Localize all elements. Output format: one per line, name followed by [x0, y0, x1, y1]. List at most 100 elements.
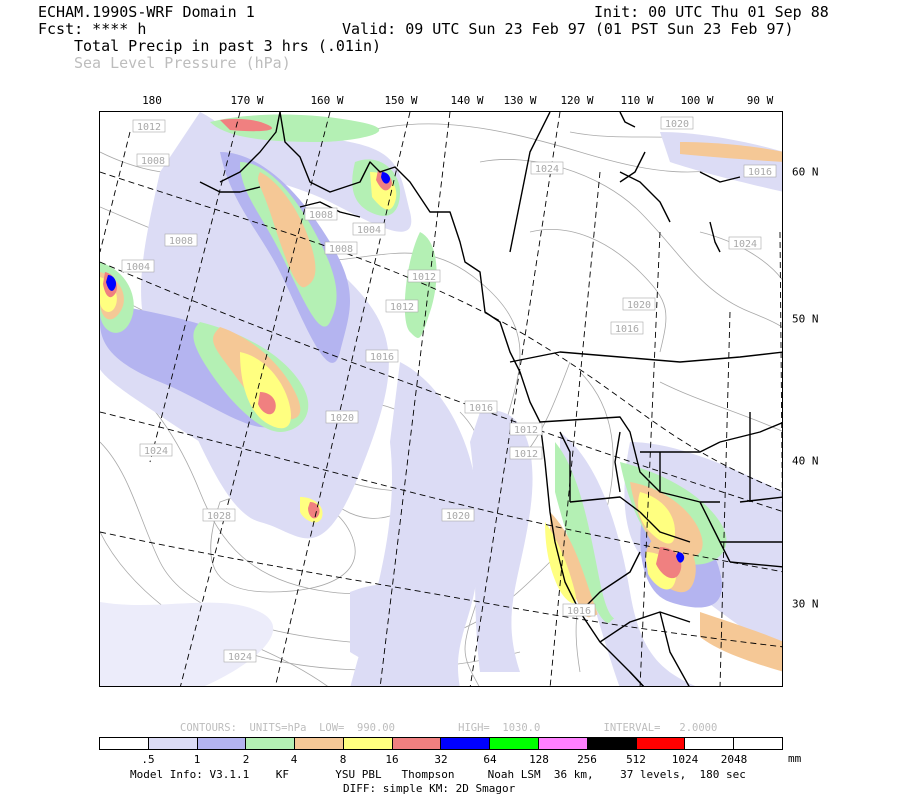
coastlines [199, 112, 782, 686]
legend-swatch [295, 738, 344, 749]
pressure-label-text: 1024 [733, 239, 757, 250]
legend-swatch [246, 738, 296, 749]
pressure-label: 1024 [530, 161, 564, 175]
pressure-label: 1008 [304, 207, 338, 221]
lon-label: 100 W [680, 94, 714, 107]
pressure-label: 1024 [728, 236, 762, 250]
pressure-label: 1016 [562, 603, 596, 617]
legend-tick: 2 [242, 753, 250, 766]
pressure-label-text: 1024 [228, 652, 252, 663]
pressure-label: 1012 [509, 422, 543, 436]
pressure-label: 1012 [407, 269, 441, 283]
lat-label: 60 N [792, 165, 819, 179]
legend-swatch [685, 738, 735, 749]
pressure-label: 1020 [622, 297, 656, 311]
diff-info: DIFF: simple KM: 2D Smagor [343, 782, 516, 795]
legend-tick: .5 [141, 753, 155, 766]
pressure-label: 1024 [223, 649, 257, 663]
lon-label: 130 W [503, 94, 537, 107]
legend-tick: 64 [483, 753, 497, 766]
legend-swatch [100, 738, 149, 749]
pressure-label-text: 1012 [514, 425, 538, 436]
lon-label: 160 W [310, 94, 344, 107]
lon-label: 140 W [450, 94, 484, 107]
lon-label: 120 W [560, 94, 594, 107]
pressure-label-text: 1016 [469, 403, 493, 414]
legend-swatch [441, 738, 491, 749]
pressure-label-text: 1012 [412, 272, 436, 283]
pressure-label-text: 1016 [615, 324, 639, 335]
overlay-title: Sea Level Pressure (hPa) [74, 54, 291, 72]
pressure-label-text: 1012 [137, 122, 161, 133]
legend-tick: 512 [626, 753, 646, 766]
pressure-label: 1016 [743, 164, 777, 178]
legend-units: mm [788, 752, 802, 765]
pressure-label-text: 1024 [535, 164, 559, 175]
legend-swatch [587, 738, 637, 749]
pressure-label-text: 1020 [627, 300, 651, 311]
pressure-label: 1012 [385, 299, 419, 313]
lon-label: 90 W [746, 94, 774, 107]
field-title: Total Precip in past 3 hrs (.01in) [74, 37, 382, 55]
pressure-label-text: 1012 [514, 449, 538, 460]
pressure-label-text: 1016 [748, 167, 772, 178]
pressure-label-text: 1020 [446, 511, 470, 522]
pressure-label: 1016 [365, 349, 399, 363]
pressure-label: 1012 [509, 446, 543, 460]
init-time: Init: 00 UTC Thu 01 Sep 88 [594, 3, 829, 21]
pressure-label-text: 1028 [207, 511, 231, 522]
pressure-label-text: 1024 [144, 446, 168, 457]
lon-label: 150 W [384, 94, 418, 107]
legend-tick: 16 [385, 753, 399, 766]
legend-swatch [392, 738, 442, 749]
legend-swatch [734, 738, 782, 749]
precip-map: 1012 1008 1008 1004 1008 1004 1008 1012 … [100, 112, 782, 686]
lon-label: 180 [142, 94, 162, 107]
forecast-hour: Fcst: **** h [38, 20, 147, 38]
lat-label: 30 N [792, 597, 819, 611]
pressure-label-text: 1012 [390, 302, 414, 313]
pressure-label-text: 1016 [370, 352, 394, 363]
legend-tick: 8 [339, 753, 347, 766]
pressure-label: 1012 [132, 119, 166, 133]
pressure-label: 1020 [441, 508, 475, 522]
pressure-label: 1016 [610, 321, 644, 335]
pressure-label-text: 1016 [567, 606, 591, 617]
map-panel[interactable]: 1012 1008 1008 1004 1008 1004 1008 1012 … [99, 111, 783, 687]
pressure-label-text: 1008 [169, 236, 193, 247]
pressure-label: 1008 [324, 241, 358, 255]
pressure-label: 1008 [164, 233, 198, 247]
pressure-labels: 1012 1008 1008 1004 1008 1004 1008 1012 … [121, 116, 777, 663]
legend-tick: 128 [529, 753, 549, 766]
legend-tick: 256 [577, 753, 597, 766]
graticule [100, 112, 782, 686]
lon-label: 170 W [230, 94, 264, 107]
legend-tick: 32 [434, 753, 448, 766]
pressure-label: 1004 [121, 259, 155, 273]
pressure-label-text: 1004 [126, 262, 150, 273]
model-info: Model Info: V3.1.1 KF YSU PBL Thompson N… [130, 768, 746, 781]
legend-tick: 1 [193, 753, 201, 766]
lat-label: 40 N [792, 454, 819, 468]
legend-swatch [636, 738, 686, 749]
legend-swatch [539, 738, 588, 749]
pressure-label-text: 1020 [665, 119, 689, 130]
pressure-label: 1020 [660, 116, 694, 130]
precip-shading [100, 112, 782, 686]
lat-label: 50 N [792, 312, 819, 326]
legend-swatch [148, 738, 198, 749]
legend-tick: 1024 [671, 753, 699, 766]
pressure-label-text: 1004 [357, 225, 381, 236]
pressure-label: 1028 [202, 508, 236, 522]
legend-tick: 4 [290, 753, 298, 766]
pressure-label: 1024 [139, 443, 173, 457]
pressure-label-text: 1008 [141, 156, 165, 167]
contours-info: CONTOURS: UNITS=hPa LOW= 990.00 HIGH= 10… [180, 722, 718, 734]
pressure-label: 1008 [136, 153, 170, 167]
pressure-label: 1020 [325, 410, 359, 424]
lon-label: 110 W [620, 94, 654, 107]
pressure-label-text: 1008 [309, 210, 333, 221]
pressure-label: 1004 [352, 222, 386, 236]
legend-swatch [490, 738, 540, 749]
pressure-label-text: 1020 [330, 413, 354, 424]
